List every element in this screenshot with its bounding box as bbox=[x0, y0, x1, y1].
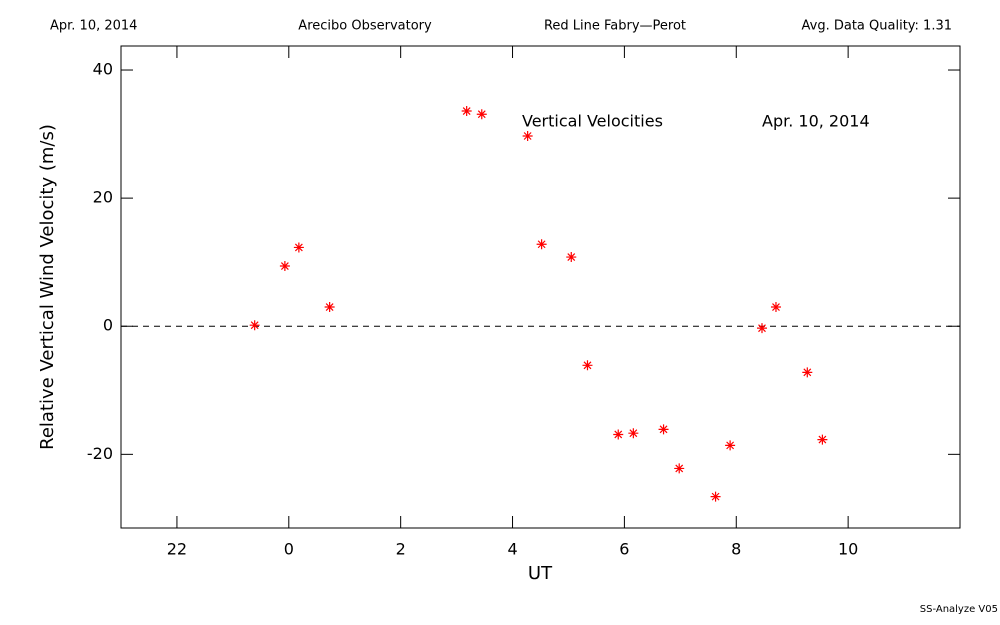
header-date: Apr. 10, 2014 bbox=[50, 19, 137, 34]
data-point bbox=[817, 434, 828, 445]
data-point bbox=[613, 429, 624, 440]
annotation: Apr. 10, 2014 bbox=[762, 112, 870, 131]
data-point bbox=[628, 428, 639, 439]
data-point bbox=[461, 106, 472, 117]
y-tick-label: 20 bbox=[93, 188, 113, 207]
data-point bbox=[522, 130, 533, 141]
header-site: Arecibo Observatory bbox=[298, 19, 432, 34]
x-tick-label: 10 bbox=[838, 540, 858, 559]
x-tick-label: 6 bbox=[619, 540, 629, 559]
data-point bbox=[566, 252, 577, 263]
data-point bbox=[756, 323, 767, 334]
data-point bbox=[249, 320, 260, 331]
data-point bbox=[476, 109, 487, 120]
x-tick-label: 22 bbox=[167, 540, 187, 559]
data-point bbox=[710, 491, 721, 502]
annotation: Vertical Velocities bbox=[522, 112, 663, 131]
x-tick-label: 2 bbox=[396, 540, 406, 559]
data-point bbox=[324, 302, 335, 313]
x-tick-label: 4 bbox=[507, 540, 517, 559]
data-point bbox=[536, 239, 547, 250]
header-quality: Avg. Data Quality: 1.31 bbox=[802, 19, 952, 34]
plot-frame bbox=[120, 45, 961, 529]
data-point bbox=[770, 302, 781, 313]
y-tick-label: -20 bbox=[87, 444, 113, 463]
data-point bbox=[802, 367, 813, 378]
data-point bbox=[674, 463, 685, 474]
y-tick-label: 40 bbox=[93, 60, 113, 79]
header-instrument: Red Line Fabry—Perot bbox=[544, 19, 686, 34]
data-point bbox=[279, 261, 290, 272]
footer: SS-Analyze V05 bbox=[920, 604, 998, 615]
x-axis-label: UT bbox=[528, 563, 553, 584]
y-tick-label: 0 bbox=[103, 316, 113, 335]
x-tick-label: 0 bbox=[284, 540, 294, 559]
data-point bbox=[725, 440, 736, 451]
data-point bbox=[293, 242, 304, 253]
data-point bbox=[582, 360, 593, 371]
y-axis-label: Relative Vertical Wind Velocity (m/s) bbox=[37, 124, 58, 450]
x-tick-label: 8 bbox=[731, 540, 741, 559]
data-point bbox=[658, 424, 669, 435]
